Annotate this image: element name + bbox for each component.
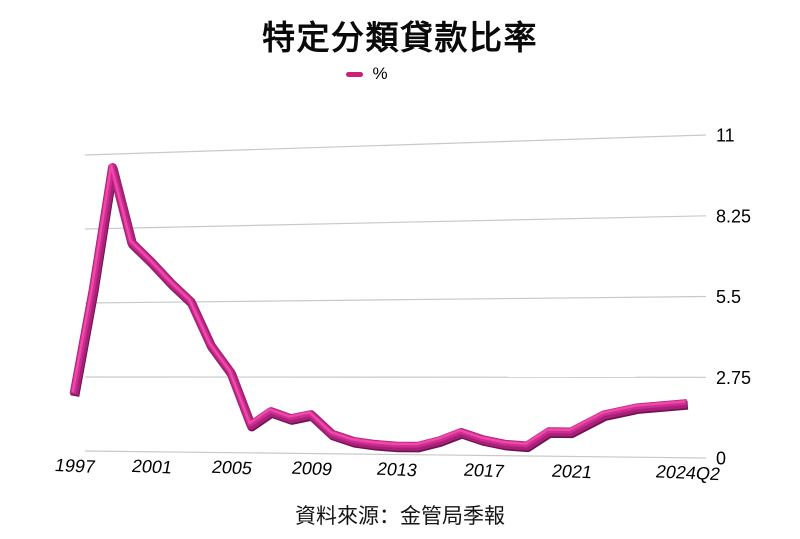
x-axis-labels: 1997 2001 2005 2009 2013 2017 2021 2024Q2 bbox=[53, 455, 722, 484]
x-axis-tick-label: 2021 bbox=[550, 461, 594, 483]
x-axis-tick-label: 2009 bbox=[290, 458, 334, 480]
x-axis-tick-label: 2017 bbox=[462, 460, 506, 482]
gridlines bbox=[84, 134, 707, 459]
gridline bbox=[84, 215, 707, 230]
gridline bbox=[84, 295, 707, 304]
ratio-line-layer bbox=[71, 164, 686, 446]
ratio-line-layer bbox=[70, 164, 689, 453]
y-axis-tick-label: 5.5 bbox=[716, 287, 741, 307]
ratio-line-ribbon bbox=[69, 163, 689, 453]
x-axis-tick-label: 2013 bbox=[375, 459, 419, 481]
y-axis-tick-label: 11 bbox=[716, 126, 735, 146]
x-axis-tick-label: 2024Q2 bbox=[654, 462, 722, 485]
y-axis-tick-label: 8.25 bbox=[716, 206, 751, 226]
x-axis-tick-label: 2005 bbox=[210, 457, 254, 479]
ratio-line-layer bbox=[70, 163, 687, 448]
data-source-note: 資料來源：金管局季報 bbox=[295, 505, 505, 528]
gridline bbox=[84, 134, 707, 156]
legend-line-swatch bbox=[346, 71, 364, 77]
y-axis-tick-label: 2.75 bbox=[716, 368, 751, 388]
y-axis-tick-label: 0 bbox=[716, 449, 726, 469]
legend-series-label: % bbox=[372, 64, 388, 83]
x-axis-tick-label: 1997 bbox=[53, 455, 97, 477]
x-axis-tick-label: 2001 bbox=[130, 456, 174, 478]
chart-legend: % bbox=[0, 64, 767, 84]
gridline bbox=[84, 450, 707, 459]
ratio-line-layer bbox=[69, 163, 688, 451]
chart-title: 特定分類貸款比率 bbox=[262, 19, 538, 56]
